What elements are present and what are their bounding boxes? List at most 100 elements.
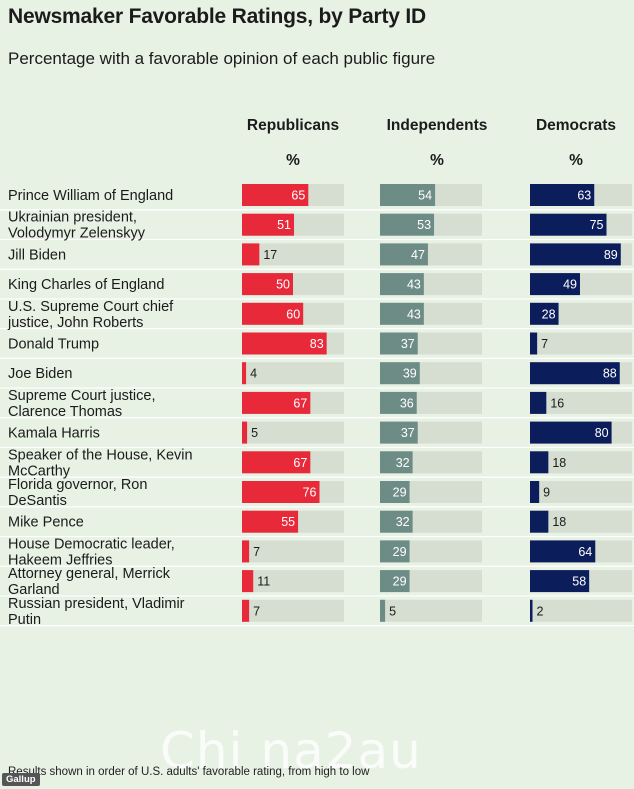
data-label: 29 — [393, 545, 407, 559]
row-label: Supreme Court justice, Clarence Thomas — [8, 388, 155, 420]
row-label: Mike Pence — [8, 515, 84, 531]
row-label: Ukrainian president, Volodymyr Zelenskyy — [8, 210, 146, 242]
bar-independents — [380, 362, 420, 385]
bar-track — [242, 421, 344, 444]
data-label: 51 — [277, 218, 291, 232]
bar-independents — [380, 481, 410, 503]
bar-independents — [380, 599, 386, 622]
bar-track — [242, 599, 344, 622]
bar-democrats — [530, 302, 559, 325]
bar-republicans — [242, 391, 311, 414]
row-label: Kamala Harris — [8, 426, 100, 442]
data-label: 53 — [417, 218, 431, 232]
column-header-democrats: Democrats — [535, 117, 617, 134]
data-label: 55 — [281, 515, 295, 529]
watermark: Chi na2au — [160, 722, 422, 780]
unit-label-independents: % — [430, 152, 444, 169]
data-label: 18 — [552, 456, 566, 470]
data-label: 67 — [293, 456, 307, 470]
data-label: 58 — [572, 575, 586, 589]
data-label: 47 — [411, 248, 425, 262]
data-label: 49 — [563, 278, 577, 292]
chart-title: Newsmaker Favorable Ratings, by Party ID — [8, 5, 426, 28]
bar-track — [242, 540, 344, 563]
data-label: 7 — [253, 604, 260, 618]
data-label: 43 — [407, 278, 421, 292]
bar-republicans — [242, 481, 320, 503]
bar-independents — [380, 540, 410, 563]
bar-republicans — [242, 273, 293, 296]
data-label: 7 — [253, 545, 260, 559]
unit-label-republicans: % — [286, 152, 300, 169]
bar-democrats — [530, 243, 621, 266]
data-label: 88 — [603, 367, 617, 381]
column-header-independents: Independents — [386, 117, 488, 134]
data-label: 29 — [393, 575, 407, 589]
chart-subtitle: Percentage with a favorable opinion of e… — [8, 49, 436, 68]
data-label: 37 — [401, 337, 415, 351]
bar-democrats — [530, 599, 533, 622]
data-label: 28 — [542, 307, 556, 321]
bar-republicans — [242, 184, 309, 206]
bar-democrats — [530, 510, 549, 533]
bar-democrats — [530, 213, 607, 236]
bar-republicans — [242, 599, 250, 622]
data-label: 63 — [577, 189, 591, 203]
data-label: 37 — [401, 426, 415, 440]
data-label: 7 — [541, 337, 548, 351]
data-label: 50 — [276, 278, 290, 292]
data-label: 32 — [396, 515, 410, 529]
row-label: Joe Biden — [8, 366, 73, 382]
bar-democrats — [530, 540, 596, 563]
data-label: 11 — [257, 575, 270, 589]
bar-track — [530, 391, 632, 414]
bar-independents — [380, 184, 436, 206]
bar-democrats — [530, 273, 580, 296]
row-label: U.S. Supreme Court chief justice, John Ro… — [7, 299, 174, 331]
bar-republicans — [242, 421, 248, 444]
bar-republicans — [242, 302, 304, 325]
row-label: Florida governor, Ron DeSantis — [8, 477, 147, 509]
bar-independents — [380, 570, 410, 593]
data-label: 54 — [418, 189, 432, 203]
data-label: 5 — [251, 426, 258, 440]
bar-independents — [380, 510, 413, 533]
data-label: 83 — [310, 337, 324, 351]
bar-democrats — [530, 184, 595, 206]
data-label: 18 — [552, 515, 566, 529]
bar-independents — [380, 273, 424, 296]
data-label: 80 — [595, 426, 609, 440]
data-label: 2 — [537, 604, 544, 618]
bar-democrats — [530, 391, 547, 414]
bar-track — [530, 451, 632, 474]
bar-democrats — [530, 421, 612, 444]
data-label: 9 — [543, 486, 550, 500]
data-label: 36 — [400, 396, 414, 410]
data-label: 17 — [263, 248, 277, 262]
data-label: 16 — [550, 396, 564, 410]
bar-independents — [380, 302, 424, 325]
data-label: 65 — [291, 189, 305, 203]
bar-democrats — [530, 451, 549, 474]
bar-republicans — [242, 451, 311, 474]
data-label: 4 — [250, 367, 257, 381]
bar-track — [530, 599, 632, 622]
row-label: Prince William of England — [8, 188, 173, 204]
bar-track — [530, 481, 632, 503]
row-label: King Charles of England — [8, 277, 164, 293]
bar-independents — [380, 451, 413, 474]
bar-independents — [380, 243, 428, 266]
bar-republicans — [242, 540, 250, 563]
bar-independents — [380, 332, 418, 355]
data-label: 39 — [403, 367, 417, 381]
bar-republicans — [242, 510, 299, 533]
row-label: Speaker of the House, Kevin McCarthy — [8, 447, 193, 479]
row-label: House Democratic leader, Hakeem Jeffries — [8, 536, 175, 568]
bar-independents — [380, 213, 435, 236]
bar-independents — [380, 421, 418, 444]
bar-track — [380, 599, 482, 622]
data-label: 75 — [590, 218, 604, 232]
bar-democrats — [530, 481, 540, 503]
data-label: 89 — [604, 248, 618, 262]
bar-track — [242, 243, 344, 266]
